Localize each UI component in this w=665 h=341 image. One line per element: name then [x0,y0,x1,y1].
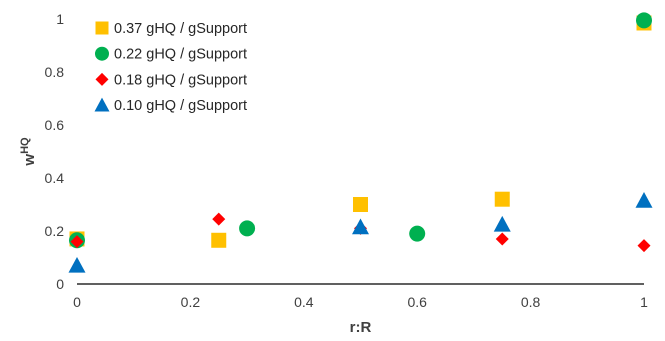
legend-label: 0.37 gHQ / gSupport [114,21,247,37]
legend-marker-circle [95,46,109,61]
x-tick-label: 0.8 [521,294,541,310]
legend-label: 0.22 gHQ / gSupport [114,47,247,63]
x-tick-label: 0.4 [294,294,314,310]
data-point-diamond [637,239,651,253]
y-tick-label: 0.8 [45,64,65,80]
legend-label: 0.18 gHQ / gSupport [114,72,247,88]
data-series [68,12,653,273]
legend-item: 0.18 gHQ / gSupport [95,72,247,88]
data-point-triangle [635,192,653,208]
y-tick-label: 0 [56,276,64,292]
x-tick-label: 1 [640,294,648,310]
legend: 0.37 gHQ / gSupport 0.22 gHQ / gSupport 0.… [94,21,247,114]
y-tick-label: 1 [56,11,64,27]
data-point-diamond [212,212,226,226]
data-point-square [353,197,368,212]
x-tick-labels: 0 0.2 0.4 0.6 0.8 1 [73,294,648,310]
y-axis-title-main: w [21,154,38,167]
series-circle [69,12,652,249]
data-point-triangle [68,256,86,273]
x-axis-title: r:R [350,319,372,336]
x-tick-label: 0 [73,294,81,310]
legend-item: 0.10 gHQ / gSupport [94,97,247,114]
y-tick-labels: 0 0.2 0.4 0.6 0.8 1 [45,11,65,292]
x-tick-label: 0.2 [181,294,201,310]
data-point-diamond [495,232,509,246]
legend-item: 0.22 gHQ / gSupport [95,46,247,63]
legend-item: 0.37 gHQ / gSupport [95,21,247,37]
data-point-triangle [352,218,369,235]
x-tick-label: 0.6 [407,294,427,310]
y-tick-label: 0.6 [45,117,65,133]
y-tick-label: 0.4 [45,170,65,186]
data-point-circle [409,225,426,242]
legend-marker-square [95,21,109,35]
series-triangle [68,192,653,273]
legend-label: 0.10 gHQ / gSupport [114,98,247,114]
data-point-square [211,232,227,248]
legend-marker-triangle [94,97,110,112]
data-point-triangle [493,215,511,232]
legend-marker-diamond [95,72,109,86]
y-axis-title: wHQ [19,137,38,167]
data-point-circle [239,220,256,237]
data-point-diamond [70,235,84,249]
data-point-circle [636,12,652,29]
y-axis-title-superscript: HQ [19,137,31,154]
y-tick-label: 0.2 [45,223,65,239]
data-point-square [494,191,510,207]
